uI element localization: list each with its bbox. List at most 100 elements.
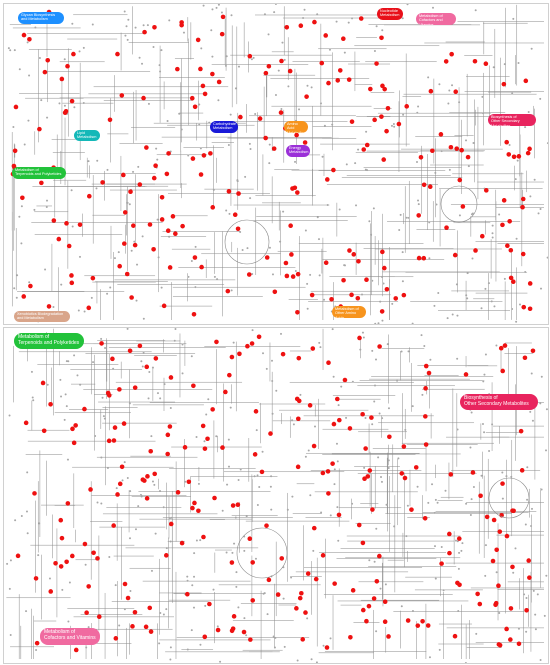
highlighted-compound[interactable] xyxy=(87,193,92,199)
highlighted-compound[interactable] xyxy=(62,110,68,116)
category-label-secondary-metabolites-bottom[interactable]: Biosynthesis of Other Secondary Metaboli… xyxy=(460,394,538,410)
highlighted-compound[interactable] xyxy=(380,249,385,255)
highlighted-compound[interactable] xyxy=(170,214,176,219)
highlighted-compound[interactable] xyxy=(137,343,143,349)
highlighted-compound[interactable] xyxy=(501,198,507,203)
highlighted-compound[interactable] xyxy=(335,78,341,83)
highlighted-compound[interactable] xyxy=(175,490,181,495)
highlighted-compound[interactable] xyxy=(493,600,499,606)
highlighted-compound[interactable] xyxy=(377,553,382,559)
highlighted-compound[interactable] xyxy=(164,553,169,558)
highlighted-compound[interactable] xyxy=(33,576,39,581)
highlighted-compound[interactable] xyxy=(186,479,192,485)
highlighted-compound[interactable] xyxy=(326,80,331,86)
highlighted-compound[interactable] xyxy=(132,385,138,390)
highlighted-compound[interactable] xyxy=(311,525,317,531)
highlighted-compound[interactable] xyxy=(69,273,74,278)
highlighted-compound[interactable] xyxy=(216,79,222,85)
highlighted-compound[interactable] xyxy=(100,180,105,185)
category-label-amino-acid[interactable]: Amino Acid Metabolism xyxy=(284,121,308,133)
highlighted-compound[interactable] xyxy=(147,605,153,611)
highlighted-compound[interactable] xyxy=(453,89,459,94)
highlighted-compound[interactable] xyxy=(527,575,532,580)
highlighted-compound[interactable] xyxy=(299,590,304,596)
highlighted-compound[interactable] xyxy=(148,448,154,454)
highlighted-compound[interactable] xyxy=(460,204,466,209)
highlighted-compound[interactable] xyxy=(268,431,273,436)
highlighted-compound[interactable] xyxy=(257,116,263,121)
highlighted-compound[interactable] xyxy=(82,541,88,547)
highlighted-compound[interactable] xyxy=(111,523,116,528)
highlighted-compound[interactable] xyxy=(142,29,147,35)
highlighted-compound[interactable] xyxy=(335,396,340,402)
highlighted-compound[interactable] xyxy=(107,117,113,123)
highlighted-compound[interactable] xyxy=(326,491,331,496)
highlighted-compound[interactable] xyxy=(279,556,285,561)
highlighted-compound[interactable] xyxy=(416,255,422,261)
highlighted-compound[interactable] xyxy=(425,623,431,628)
highlighted-compound[interactable] xyxy=(112,425,118,430)
highlighted-compound[interactable] xyxy=(210,71,215,77)
highlighted-compound[interactable] xyxy=(409,507,414,512)
highlighted-compound[interactable] xyxy=(236,191,241,196)
highlighted-compound[interactable] xyxy=(523,78,529,84)
highlighted-compound[interactable] xyxy=(131,223,136,228)
highlighted-compound[interactable] xyxy=(369,415,374,420)
highlighted-compound[interactable] xyxy=(423,386,428,391)
highlighted-compound[interactable] xyxy=(504,139,509,145)
highlighted-compound[interactable] xyxy=(347,426,353,431)
highlighted-compound[interactable] xyxy=(28,283,33,289)
highlighted-compound[interactable] xyxy=(447,531,452,537)
highlighted-compound[interactable] xyxy=(196,508,201,514)
highlighted-compound[interactable] xyxy=(229,560,235,565)
highlighted-compound[interactable] xyxy=(527,146,532,152)
highlighted-compound[interactable] xyxy=(37,126,42,132)
category-label-xenobiotics[interactable]: Xenobiotics Biodegradation and Metabolis… xyxy=(14,311,70,322)
highlighted-compound[interactable] xyxy=(478,493,483,499)
highlighted-compound[interactable] xyxy=(20,195,25,201)
highlighted-compound[interactable] xyxy=(192,255,198,260)
highlighted-compound[interactable] xyxy=(381,265,387,271)
highlighted-compound[interactable] xyxy=(511,154,517,160)
highlighted-compound[interactable] xyxy=(215,627,221,633)
highlighted-compound[interactable] xyxy=(423,442,429,447)
highlighted-compound[interactable] xyxy=(201,534,206,540)
highlighted-compound[interactable] xyxy=(472,58,478,64)
highlighted-compound[interactable] xyxy=(275,592,281,597)
highlighted-compound[interactable] xyxy=(455,580,460,586)
highlighted-compound[interactable] xyxy=(246,272,252,277)
highlighted-compound[interactable] xyxy=(296,355,302,361)
highlighted-compound[interactable] xyxy=(381,157,387,162)
highlighted-compound[interactable] xyxy=(341,36,346,42)
highlighted-compound[interactable] xyxy=(384,286,390,292)
highlighted-compound[interactable] xyxy=(504,626,509,632)
highlighted-compound[interactable] xyxy=(358,16,364,21)
highlighted-compound[interactable] xyxy=(405,618,411,623)
highlighted-compound[interactable] xyxy=(379,114,384,119)
highlighted-compound[interactable] xyxy=(288,223,293,229)
highlighted-compound[interactable] xyxy=(15,553,21,559)
highlighted-compound[interactable] xyxy=(202,91,208,97)
category-label-terpenoids[interactable]: Metabolism of Terpenoids and Polyketides xyxy=(12,167,66,179)
highlighted-compound[interactable] xyxy=(298,23,304,28)
highlighted-compound[interactable] xyxy=(119,93,125,98)
highlighted-compound[interactable] xyxy=(382,619,388,624)
highlighted-compound[interactable] xyxy=(508,247,514,253)
highlighted-compound[interactable] xyxy=(370,507,375,512)
highlighted-compound[interactable] xyxy=(179,540,185,546)
highlighted-compound[interactable] xyxy=(115,51,120,57)
highlighted-compound[interactable] xyxy=(132,609,138,615)
highlighted-compound[interactable] xyxy=(421,255,427,261)
highlighted-compound[interactable] xyxy=(210,407,215,412)
highlighted-compound[interactable] xyxy=(497,529,503,534)
highlighted-compound[interactable] xyxy=(73,647,79,653)
category-label-energy[interactable]: Energy Metabolism xyxy=(286,145,310,157)
highlighted-compound[interactable] xyxy=(525,150,531,156)
highlighted-compound[interactable] xyxy=(127,348,133,354)
highlighted-compound[interactable] xyxy=(142,478,147,483)
highlighted-compound[interactable] xyxy=(226,189,232,194)
highlighted-compound[interactable] xyxy=(195,37,201,43)
highlighted-compound[interactable] xyxy=(500,368,506,374)
highlighted-compound[interactable] xyxy=(179,22,184,28)
highlighted-compound[interactable] xyxy=(12,148,18,154)
